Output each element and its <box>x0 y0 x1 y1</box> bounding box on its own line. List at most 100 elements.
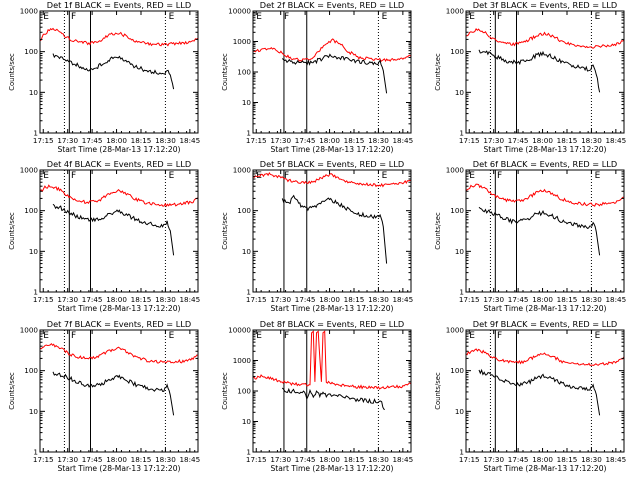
plot-frame <box>39 329 199 453</box>
y-tick-label: 1 <box>459 288 464 297</box>
x-tick-label: 18:00 <box>319 455 340 464</box>
marker-label: F <box>284 331 289 341</box>
y-tick-label: 1000 <box>446 166 465 175</box>
marker-label: E <box>382 171 388 181</box>
x-tick-label: 18:15 <box>557 136 578 145</box>
marker-label: E <box>382 12 388 22</box>
marker-label: F <box>71 331 76 341</box>
marker-label: E <box>595 171 601 181</box>
x-tick-label: 18:45 <box>179 136 200 145</box>
marker-label: E <box>382 331 388 341</box>
y-tick-label: 10 <box>242 247 252 256</box>
y-tick-label: 100 <box>237 206 251 215</box>
plot-frame <box>252 169 412 293</box>
plot-frame <box>39 10 199 134</box>
x-tick-label: 18:45 <box>392 295 413 304</box>
x-tick-label: 17:45 <box>295 295 316 304</box>
x-tick-label: 18:45 <box>605 295 626 304</box>
y-axis-label: Counts/sec <box>434 53 442 91</box>
marker-label: F <box>284 171 289 181</box>
y-tick-label: 10 <box>29 247 39 256</box>
y-tick-label: 1 <box>33 448 38 457</box>
series-lld <box>39 184 199 208</box>
plot-frame <box>465 10 625 134</box>
x-tick-label: 18:15 <box>557 295 578 304</box>
x-tick-label: 18:45 <box>392 136 413 145</box>
y-tick-label: 1 <box>33 288 38 297</box>
y-axis-label: Counts/sec <box>8 212 16 250</box>
y-tick-label: 1 <box>459 129 464 138</box>
x-tick-label: 17:30 <box>483 295 504 304</box>
panel-title: Det 2f BLACK = Events, RED = LLD <box>260 0 404 10</box>
x-tick-label: 17:15 <box>33 136 54 145</box>
x-tick-label: 17:45 <box>295 455 316 464</box>
marker-label: F <box>71 171 76 181</box>
x-tick-label: 17:30 <box>483 455 504 464</box>
y-tick-label: 100 <box>450 47 464 56</box>
marker-label: E <box>256 12 262 22</box>
marker-label: E <box>43 171 49 181</box>
x-tick-label: 18:30 <box>155 295 176 304</box>
marker-label: E <box>43 331 49 341</box>
x-tick-label: 18:00 <box>532 455 553 464</box>
y-tick-label: 10 <box>455 88 465 97</box>
x-tick-label: 18:30 <box>368 455 389 464</box>
y-tick-label: 10 <box>242 417 252 426</box>
x-axis-label: Start Time (28-Mar-13 17:12:20) <box>270 145 393 154</box>
y-tick-label: 10 <box>29 407 39 416</box>
x-tick-label: 17:45 <box>508 455 529 464</box>
series-events <box>281 194 388 264</box>
series-events <box>52 53 175 90</box>
x-tick-label: 17:15 <box>33 455 54 464</box>
marker-label: E <box>169 331 175 341</box>
x-axis-label: Start Time (28-Mar-13 17:12:20) <box>483 304 606 313</box>
x-tick-label: 18:00 <box>319 295 340 304</box>
x-tick-label: 17:15 <box>246 136 267 145</box>
panel-2: Det 2f BLACK = Events, RED = LLD E F E 1 10 10… <box>221 0 413 154</box>
panel-title: Det 5f BLACK = Events, RED = LLD <box>260 159 404 169</box>
x-tick-label: 18:30 <box>581 136 602 145</box>
x-tick-label: 18:15 <box>131 455 152 464</box>
y-tick-label: 10000 <box>228 326 251 335</box>
x-tick-label: 17:30 <box>483 136 504 145</box>
x-tick-label: 17:30 <box>270 136 291 145</box>
y-tick-label: 10 <box>455 407 465 416</box>
y-axis-label: Counts/sec <box>434 372 442 410</box>
y-tick-label: 1000 <box>20 326 39 335</box>
series-lld <box>465 28 625 49</box>
series-lld <box>465 183 625 207</box>
x-tick-label: 17:15 <box>459 455 480 464</box>
series-events <box>478 206 601 256</box>
marker-label: F <box>497 12 502 22</box>
y-axis-label: Counts/sec <box>434 212 442 250</box>
panel-6: Det 6f BLACK = Events, RED = LLD E F E 1 10 10… <box>434 159 626 313</box>
x-axis-label: Start Time (28-Mar-13 17:12:20) <box>57 304 180 313</box>
y-tick-label: 1 <box>246 129 251 138</box>
panel-9: Det 9f BLACK = Events, RED = LLD E F E 1 10 10… <box>434 319 626 473</box>
y-axis-label: Counts/sec <box>8 372 16 410</box>
x-tick-label: 18:30 <box>581 295 602 304</box>
panel-title: Det 3f BLACK = Events, RED = LLD <box>473 0 617 10</box>
x-tick-label: 17:15 <box>459 295 480 304</box>
plot-frame <box>252 10 412 134</box>
x-tick-label: 17:45 <box>82 455 103 464</box>
marker-label: E <box>469 171 475 181</box>
series-lld <box>465 348 625 366</box>
panel-title: Det 4f BLACK = Events, RED = LLD <box>47 159 191 169</box>
panel-8: Det 8f BLACK = Events, RED = LLD E F E 1 10 10… <box>221 319 413 473</box>
series-events <box>478 368 601 416</box>
y-tick-label: 1000 <box>233 356 252 365</box>
panel-title: Det 9f BLACK = Events, RED = LLD <box>473 319 617 329</box>
x-tick-label: 17:30 <box>57 136 78 145</box>
x-tick-label: 18:15 <box>344 136 365 145</box>
series-events <box>478 49 601 93</box>
x-tick-label: 18:15 <box>557 455 578 464</box>
series-lld <box>39 342 199 364</box>
y-tick-label: 100 <box>24 206 38 215</box>
marker-label: E <box>169 171 175 181</box>
x-axis-label: Start Time (28-Mar-13 17:12:20) <box>483 464 606 473</box>
y-axis-label: Counts/sec <box>221 372 229 410</box>
marker-label: F <box>497 331 502 341</box>
marker-label: E <box>43 12 49 22</box>
